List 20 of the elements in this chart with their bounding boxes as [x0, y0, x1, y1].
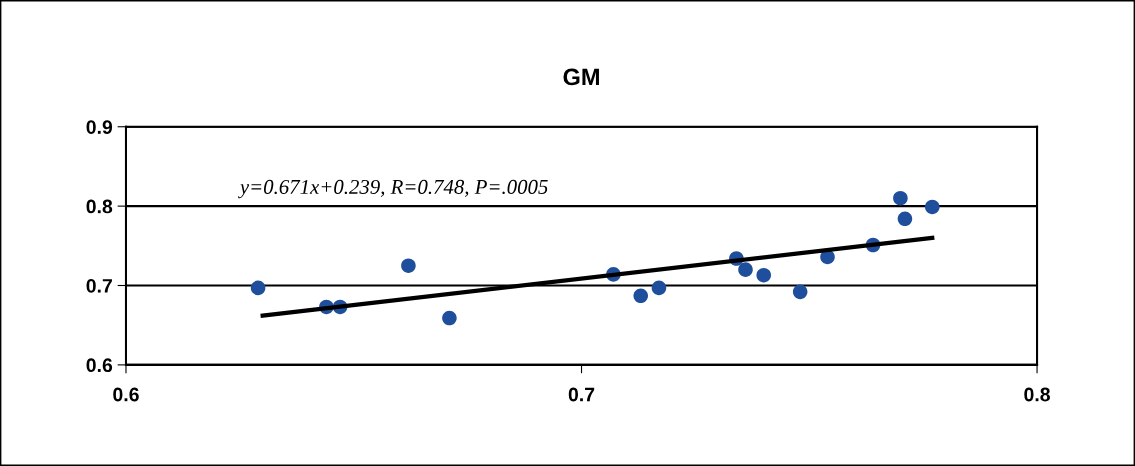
y-tick-label: 0.9 — [86, 120, 113, 134]
chart-title: GM — [563, 68, 599, 86]
point — [250, 280, 266, 296]
point — [897, 211, 913, 227]
point — [401, 258, 416, 273]
point — [893, 190, 908, 206]
point — [738, 262, 753, 277]
point — [924, 199, 940, 215]
x-tick-label: 0.6 — [113, 387, 139, 402]
x-tick-label: 0.8 — [1024, 387, 1050, 402]
point — [756, 267, 772, 283]
point — [442, 310, 457, 326]
point — [633, 288, 649, 304]
x-tick-label: 0.7 — [568, 387, 595, 402]
y-tick-label: 0.8 — [86, 199, 113, 214]
y-tick-label: 0.7 — [86, 278, 112, 293]
point — [651, 280, 667, 296]
point — [792, 284, 808, 300]
y-tick-label: 0.6 — [86, 358, 113, 373]
annotation: y=0.671x+0.239, R=0.748, P=.0005 — [238, 179, 548, 199]
